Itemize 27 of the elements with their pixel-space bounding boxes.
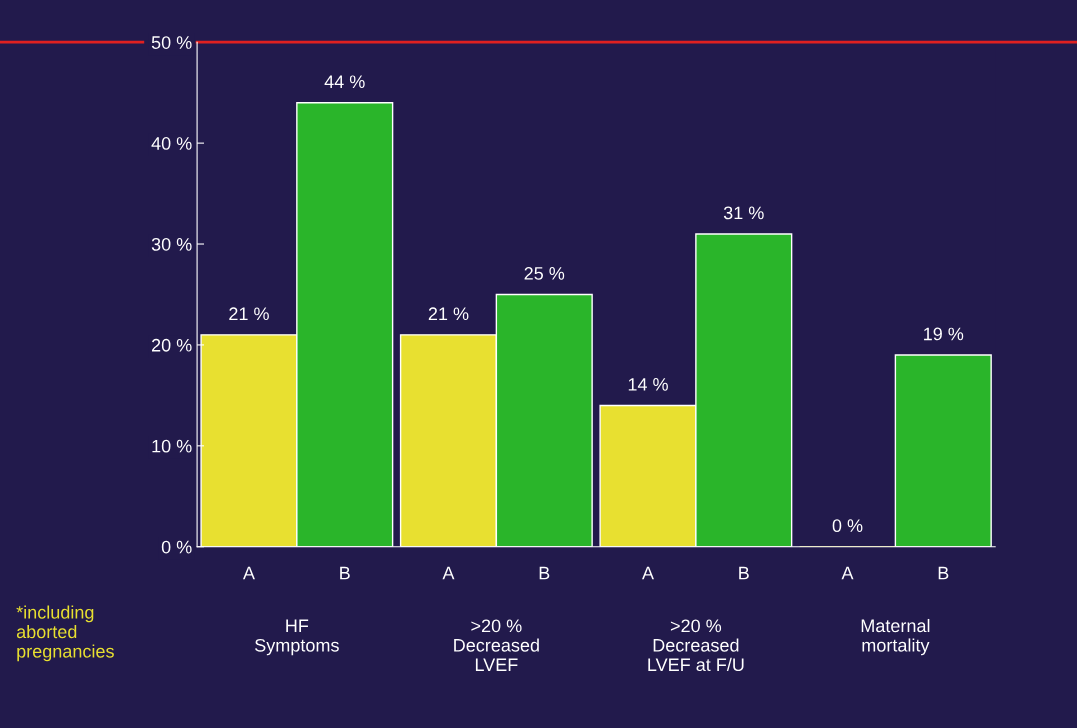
- data-label: 14 %: [628, 378, 668, 391]
- data-label: 0 %: [832, 519, 863, 533]
- text: B: [938, 566, 949, 580]
- series-label: A: [242, 566, 255, 580]
- y-tick-label: 10 %: [152, 439, 192, 453]
- data-label: 21 %: [229, 307, 269, 321]
- text: B: [739, 566, 749, 580]
- data-label: 25 %: [524, 267, 565, 280]
- data-label: 31 %: [723, 206, 764, 220]
- text: A: [442, 566, 455, 580]
- y-tick-label: 20 %: [151, 338, 192, 352]
- text: A: [841, 566, 854, 580]
- x-tick-label: HF Symptoms: [255, 619, 339, 656]
- y-tick-label: 30 %: [151, 237, 192, 251]
- y-tick-label: 40 %: [151, 137, 192, 150]
- text: *including aborted pregnancies: [16, 605, 114, 662]
- data-label: 21 %: [428, 307, 469, 321]
- text: B: [539, 566, 550, 580]
- x-tick-label: >20 % Decreased LVEF at F/U: [648, 619, 744, 672]
- y-tick-label: 0 %: [161, 540, 192, 554]
- x-tick-label: Maternal mortality: [861, 618, 930, 656]
- series-label: B: [340, 566, 350, 580]
- x-tick-label: >20 % Decreased LVEF: [454, 619, 539, 671]
- text: A: [642, 566, 654, 580]
- data-label: 44 %: [324, 75, 365, 89]
- y-tick-label: 50 %: [151, 36, 192, 49]
- data-label: 19 %: [924, 327, 964, 341]
